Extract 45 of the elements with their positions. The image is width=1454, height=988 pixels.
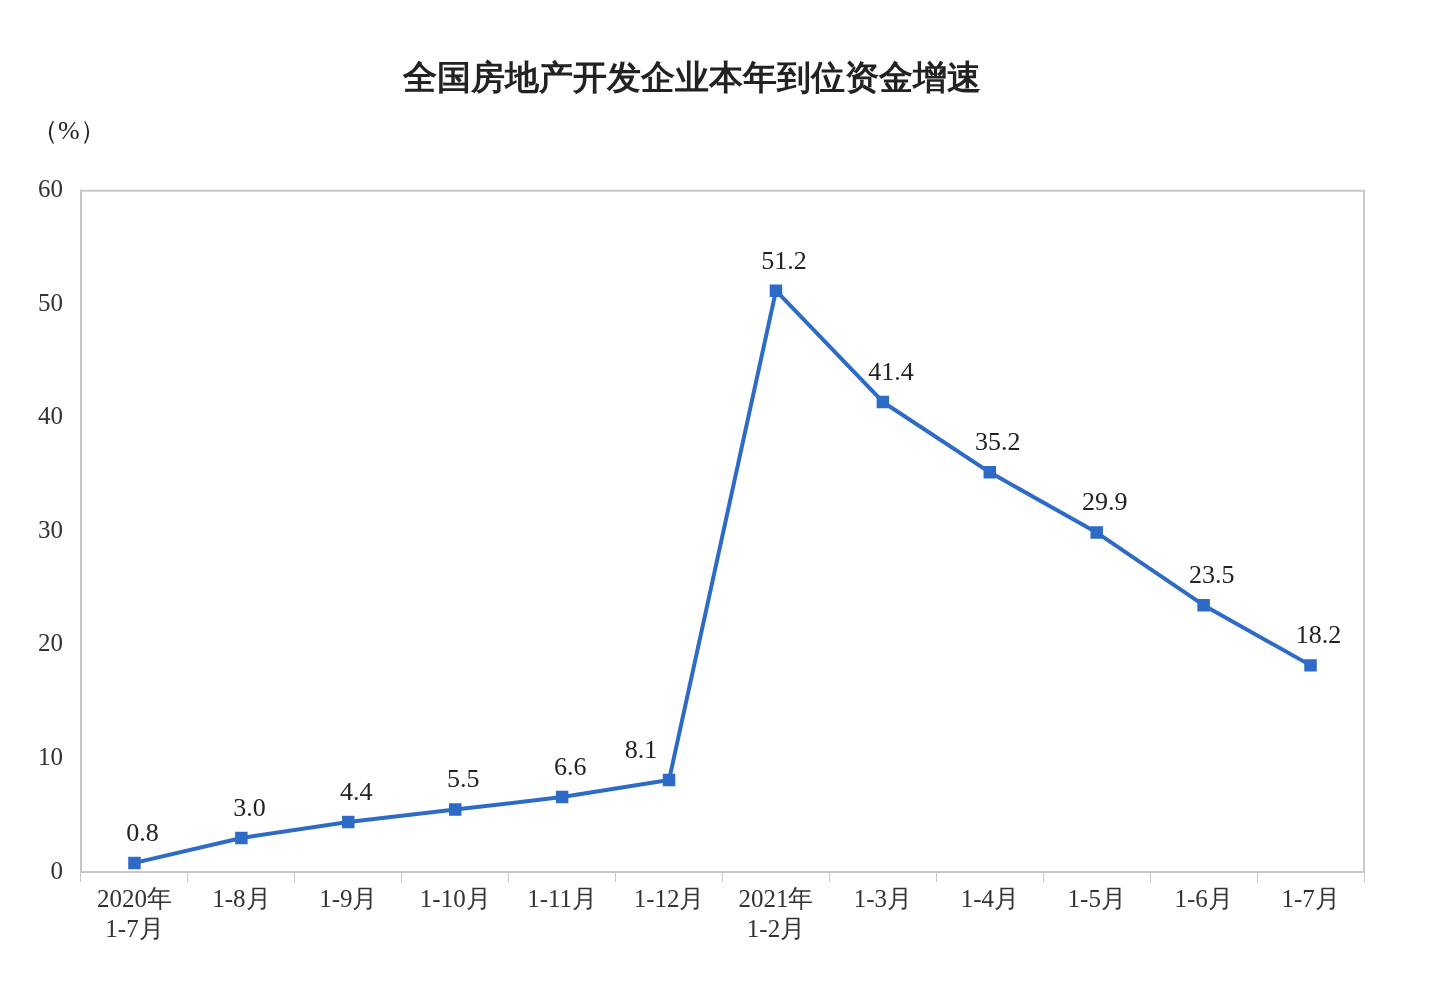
data-label: 5.5: [446, 764, 480, 794]
x-tick-label: 1-9月: [319, 884, 378, 912]
x-tick-label: 1-6月: [1174, 884, 1233, 912]
point: [448, 803, 462, 816]
point: [1090, 526, 1103, 539]
point: [555, 790, 569, 804]
point: [1197, 598, 1210, 612]
x-tick-label: 2020年 1-7月: [96, 884, 172, 942]
y-axis-title: （%）: [32, 115, 106, 145]
data-label: 0.8: [126, 817, 159, 847]
x-tick-label: 2021年 1-2月: [738, 884, 814, 942]
point: [876, 395, 890, 409]
point: [128, 856, 141, 870]
x-tick-label: 1-11月: [527, 884, 598, 912]
point: [983, 466, 997, 479]
y-tick-label: 50: [38, 288, 63, 316]
point: [662, 773, 676, 787]
chart-title: 全国房地产开发企业本年到位资金增速: [402, 57, 981, 98]
x-tick-label: 1-12月: [633, 884, 705, 912]
data-label: 35.2: [975, 427, 1021, 457]
x-tick-label: 1-8月: [212, 884, 271, 912]
data-label: 3.0: [233, 792, 266, 822]
x-tick-label: 1-5月: [1067, 884, 1126, 912]
y-tick-label: 0: [50, 856, 63, 884]
point: [235, 831, 248, 845]
data-label: 29.9: [1081, 487, 1128, 517]
data-label: 51.2: [761, 245, 807, 275]
data-label: 23.5: [1188, 560, 1235, 590]
y-tick-label: 20: [38, 629, 63, 657]
y-tick-label: 60: [38, 175, 63, 203]
x-tick-label: 1-3月: [853, 884, 913, 912]
x-tick-label: 1-7月: [1281, 884, 1340, 912]
x-tick-label: 1-4月: [960, 884, 1019, 912]
x-tick-label: 1-10月: [419, 884, 491, 912]
point: [1304, 659, 1317, 672]
y-tick-label: 30: [38, 515, 63, 543]
data-label: 41.4: [868, 356, 914, 386]
point: [769, 284, 783, 297]
y-tick-label: 10: [38, 743, 63, 771]
y-tick-label: 40: [38, 402, 63, 430]
data-label: 8.1: [624, 734, 658, 764]
data-label: 18.2: [1295, 620, 1342, 650]
data-label: 4.4: [340, 776, 373, 806]
point: [342, 815, 355, 829]
data-label: 6.6: [553, 751, 587, 781]
